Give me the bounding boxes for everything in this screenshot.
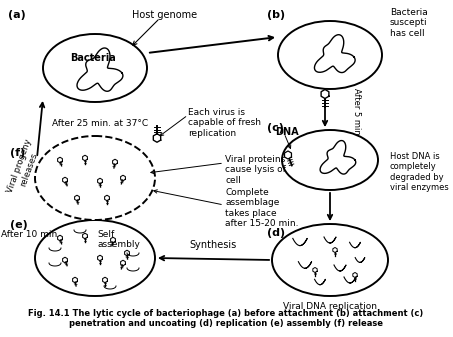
Text: Complete
assemblage
takes place
after 15-20 min.: Complete assemblage takes place after 15…	[225, 188, 299, 228]
Text: (f): (f)	[10, 148, 25, 158]
Text: Viral progeny
releases: Viral progeny releases	[5, 138, 43, 198]
Text: Each virus is
capable of fresh
replication: Each virus is capable of fresh replicati…	[188, 108, 261, 138]
Text: (d): (d)	[267, 228, 285, 238]
Text: Viral proteins
cause lysis of
cell: Viral proteins cause lysis of cell	[225, 155, 286, 185]
Text: penetration and uncoating (d) replication (e) assembly (f) release: penetration and uncoating (d) replicatio…	[69, 319, 383, 328]
Text: Fig. 14.1 The lytic cycle of bacteriophage (a) before attachment (b) attachment : Fig. 14.1 The lytic cycle of bacteriopha…	[29, 309, 424, 318]
Ellipse shape	[35, 220, 155, 296]
Text: Synthesis: Synthesis	[190, 240, 237, 250]
Text: (b): (b)	[267, 10, 285, 20]
Text: After 10 min: After 10 min	[1, 230, 57, 239]
Ellipse shape	[35, 136, 155, 220]
Text: Viral DNA replication: Viral DNA replication	[283, 302, 377, 311]
Text: Self
assembly: Self assembly	[97, 230, 140, 249]
Text: Host DNA is
completely
degraded by
viral enzymes: Host DNA is completely degraded by viral…	[390, 152, 449, 192]
Text: After 25 min. at 37°C: After 25 min. at 37°C	[52, 119, 148, 128]
Ellipse shape	[278, 21, 382, 89]
Text: (e): (e)	[10, 220, 28, 230]
Text: Host genome: Host genome	[132, 10, 198, 20]
Text: DNA: DNA	[275, 127, 299, 137]
Ellipse shape	[282, 130, 378, 190]
Text: (c): (c)	[267, 123, 284, 133]
Ellipse shape	[272, 224, 388, 296]
Ellipse shape	[43, 34, 147, 102]
Text: After 5 min: After 5 min	[352, 88, 361, 135]
Text: Bacteria
suscepti
has cell: Bacteria suscepti has cell	[390, 8, 428, 38]
Text: Bacteria: Bacteria	[70, 53, 116, 63]
Text: (a): (a)	[8, 10, 26, 20]
